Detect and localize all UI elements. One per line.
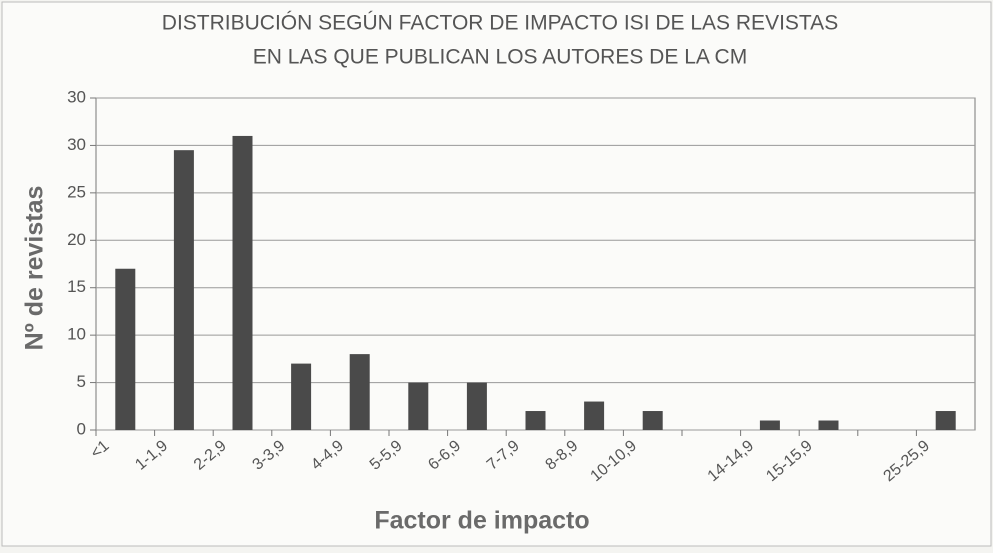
y-tick-label: 30: [67, 135, 86, 154]
bar: [935, 411, 956, 430]
y-tick-label: 0: [77, 419, 86, 438]
bar: [408, 382, 429, 430]
bar: [349, 354, 370, 430]
bar: [525, 411, 546, 430]
y-tick-label: 20: [67, 230, 86, 249]
bar: [291, 363, 312, 430]
bar: [232, 135, 253, 430]
bar: [584, 401, 605, 430]
bar: [759, 420, 780, 430]
bar: [642, 411, 663, 430]
bar: [173, 150, 194, 430]
bar: [115, 268, 136, 430]
y-tick-label: 15: [67, 277, 86, 296]
bar: [466, 382, 487, 430]
y-tick-label: 10: [67, 325, 86, 344]
y-axis-title: Nº de revistas: [21, 186, 49, 351]
chart-subtitle: EN LAS QUE PUBLICAN LOS AUTORES DE LA CM: [253, 46, 747, 69]
y-tick-label: 30: [67, 87, 86, 106]
chart-title: DISTRIBUCIÓN SEGÚN FACTOR DE IMPACTO ISI…: [162, 12, 838, 35]
bar: [818, 420, 839, 430]
y-tick-label: 25: [67, 182, 86, 201]
y-tick-label: 5: [77, 372, 86, 391]
x-axis-title: Factor de impacto: [374, 507, 589, 535]
